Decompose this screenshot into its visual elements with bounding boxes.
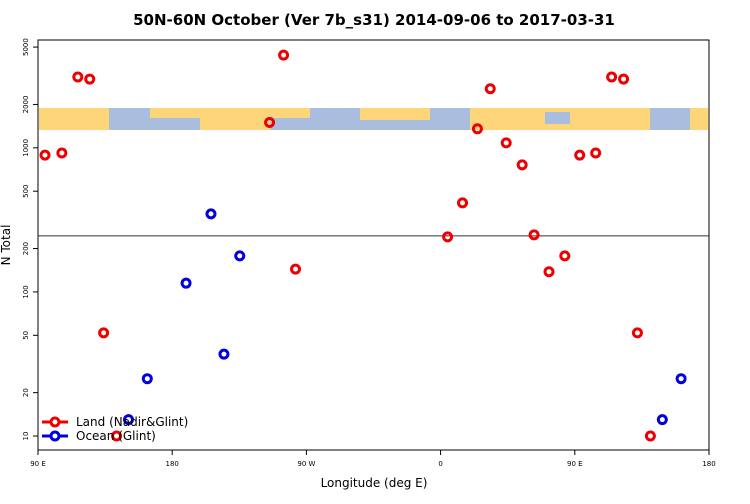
point <box>675 373 687 385</box>
point <box>618 73 630 85</box>
legend-label: Land (Nadir&Glint) <box>76 415 188 429</box>
map-strip <box>39 108 708 130</box>
point <box>56 147 68 159</box>
y-tick-label: 100 <box>22 285 30 298</box>
x-tick-label: 90 W <box>297 460 315 468</box>
y-tick-label: 10 <box>22 432 30 441</box>
y-axis-label: N Total <box>0 225 13 266</box>
legend-marker <box>49 430 61 442</box>
legend-label: Ocean (Glint) <box>76 429 156 443</box>
point <box>457 197 469 209</box>
point <box>442 231 454 243</box>
x-axis-label: Longitude (deg E) <box>321 476 428 490</box>
point <box>290 263 302 275</box>
point <box>234 250 246 262</box>
point <box>656 414 668 426</box>
y-tick-label: 50 <box>22 331 30 340</box>
point <box>574 149 586 161</box>
point <box>84 73 96 85</box>
point <box>559 250 571 262</box>
x-tick-label: 90 E <box>30 460 46 468</box>
x-tick-label: 0 <box>438 460 442 468</box>
x-tick-label: 180 <box>702 460 715 468</box>
point <box>98 327 110 339</box>
point <box>644 430 656 442</box>
y-tick-label: 200 <box>22 242 30 255</box>
point <box>631 327 643 339</box>
point <box>528 229 540 241</box>
point <box>72 71 84 83</box>
y-tick-label: 2000 <box>22 96 30 114</box>
point <box>278 49 290 61</box>
y-tick-label: 5000 <box>22 38 30 56</box>
point <box>123 414 135 426</box>
point <box>111 430 123 442</box>
point <box>590 147 602 159</box>
point <box>205 208 217 220</box>
y-tick-label: 20 <box>22 388 30 397</box>
point <box>264 116 276 128</box>
x-tick-label: 180 <box>166 460 179 468</box>
point <box>141 373 153 385</box>
plot-frame <box>37 39 710 451</box>
point <box>516 159 528 171</box>
point <box>543 266 555 278</box>
chart-title: 50N-60N October (Ver 7b_s31) 2014-09-06 … <box>133 11 615 29</box>
point <box>484 83 496 95</box>
point <box>180 277 192 289</box>
y-tick-label: 1000 <box>22 139 30 157</box>
point <box>218 348 230 360</box>
point <box>500 137 512 149</box>
point <box>606 71 618 83</box>
legend-marker <box>49 416 61 428</box>
y-tick-label: 500 <box>22 185 30 198</box>
point <box>39 149 51 161</box>
x-tick-label: 90 E <box>567 460 583 468</box>
point <box>471 123 483 135</box>
